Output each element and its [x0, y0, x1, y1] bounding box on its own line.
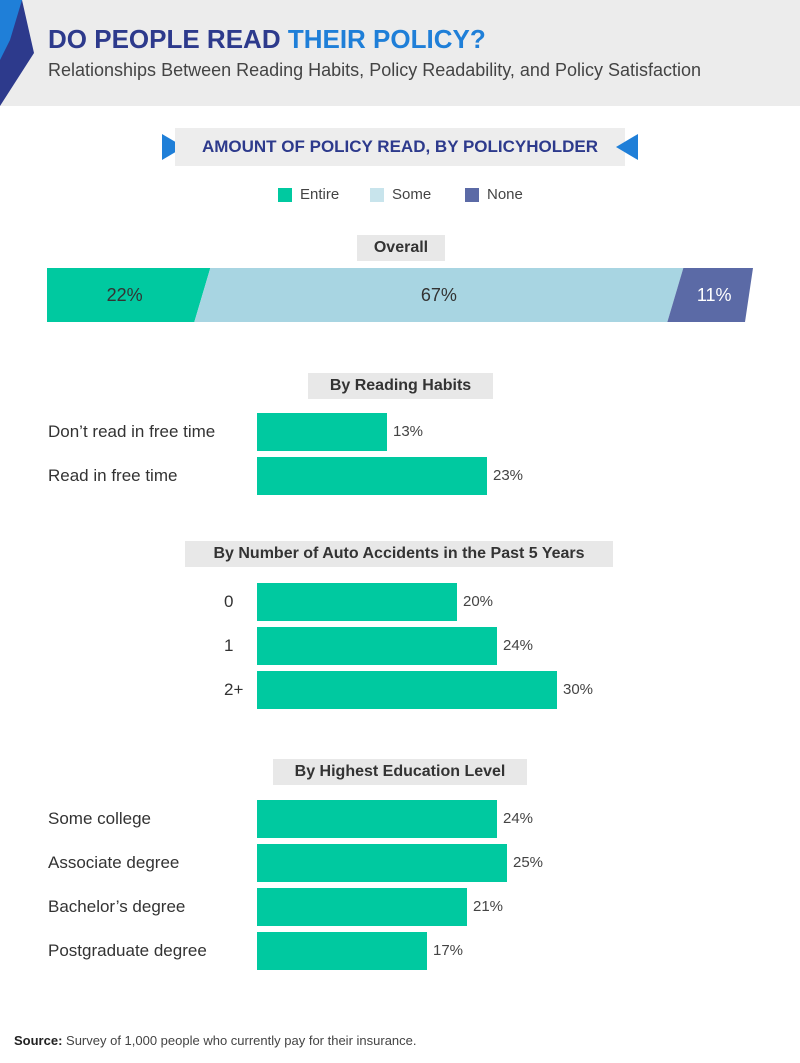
overall-segment-none [667, 268, 753, 322]
header-accent-shape [0, 0, 34, 106]
source-text: Survey of 1,000 people who currently pay… [62, 1033, 417, 1048]
legend-swatch-entire [278, 188, 292, 202]
education-value-label: 21% [473, 898, 504, 915]
reading-habits-title: By Reading Habits [308, 373, 493, 399]
page-title: DO PEOPLE READ THEIR POLICY? [48, 24, 486, 55]
overall-value-some: 67% [421, 285, 457, 305]
reading-habits-category-label: Don’t read in free time [48, 422, 216, 441]
auto-accidents-title: By Number of Auto Accidents in the Past … [185, 541, 613, 567]
education-category-label: Bachelor’s degree [48, 897, 186, 916]
overall-title: Overall [357, 235, 445, 261]
page-subtitle: Relationships Between Reading Habits, Po… [48, 60, 702, 80]
legend-swatch-none [465, 188, 479, 202]
auto-accidents-value-label: 24% [503, 637, 534, 654]
overall-segment-some [194, 268, 684, 322]
legend-label-entire: Entire [300, 186, 340, 203]
auto-accidents-bar [257, 583, 457, 621]
header: DO PEOPLE READ THEIR POLICY? Relationshi… [0, 0, 800, 106]
education-bar [257, 800, 497, 838]
legend-swatch-some [370, 188, 384, 202]
reading-habits-value-label: 23% [493, 467, 524, 484]
source-note: Source: Survey of 1,000 people who curre… [14, 1033, 417, 1048]
title-part-1: DO PEOPLE READ [48, 24, 288, 54]
overall-value-entire: 22% [107, 285, 143, 305]
section-banner: AMOUNT OF POLICY READ, BY POLICYHOLDER [175, 128, 625, 166]
education-category-label: Some college [48, 809, 152, 828]
overall-segment-entire [47, 268, 211, 322]
education-bar [257, 932, 427, 970]
legend-label-some: Some [392, 186, 432, 203]
overall-stacked-bar-chart: 22% 67% 11% [47, 268, 753, 322]
education-category-label: Associate degree [48, 853, 180, 872]
education-value-label: 24% [503, 810, 534, 827]
education-title: By Highest Education Level [273, 759, 527, 785]
legend: Entire Some None [0, 186, 800, 206]
education-value-label: 17% [433, 942, 464, 959]
auto-accidents-category-label: 0 [224, 592, 234, 611]
auto-accidents-bar [257, 671, 557, 709]
reading-habits-category-label: Read in free time [48, 466, 178, 485]
reading-habits-bar [257, 413, 387, 451]
reading-habits-bar [257, 457, 487, 495]
source-label: Source: [14, 1033, 63, 1048]
legend-label-none: None [487, 186, 523, 203]
reading-habits-value-label: 13% [393, 423, 424, 440]
education-bar [257, 844, 507, 882]
auto-accidents-category-label: 1 [224, 636, 234, 655]
title-part-2: THEIR POLICY? [287, 24, 486, 54]
auto-accidents-value-label: 20% [463, 593, 494, 610]
overall-value-none: 11% [697, 285, 732, 305]
education-category-label: Postgraduate degree [48, 941, 207, 960]
auto-accidents-category-label: 2+ [224, 680, 244, 699]
auto-accidents-bar [257, 627, 497, 665]
education-value-label: 25% [513, 854, 544, 871]
banner-title: AMOUNT OF POLICY READ, BY POLICYHOLDER [201, 137, 599, 156]
education-bar [257, 888, 467, 926]
banner-right-arrow-icon [616, 134, 638, 160]
auto-accidents-value-label: 30% [563, 681, 594, 698]
